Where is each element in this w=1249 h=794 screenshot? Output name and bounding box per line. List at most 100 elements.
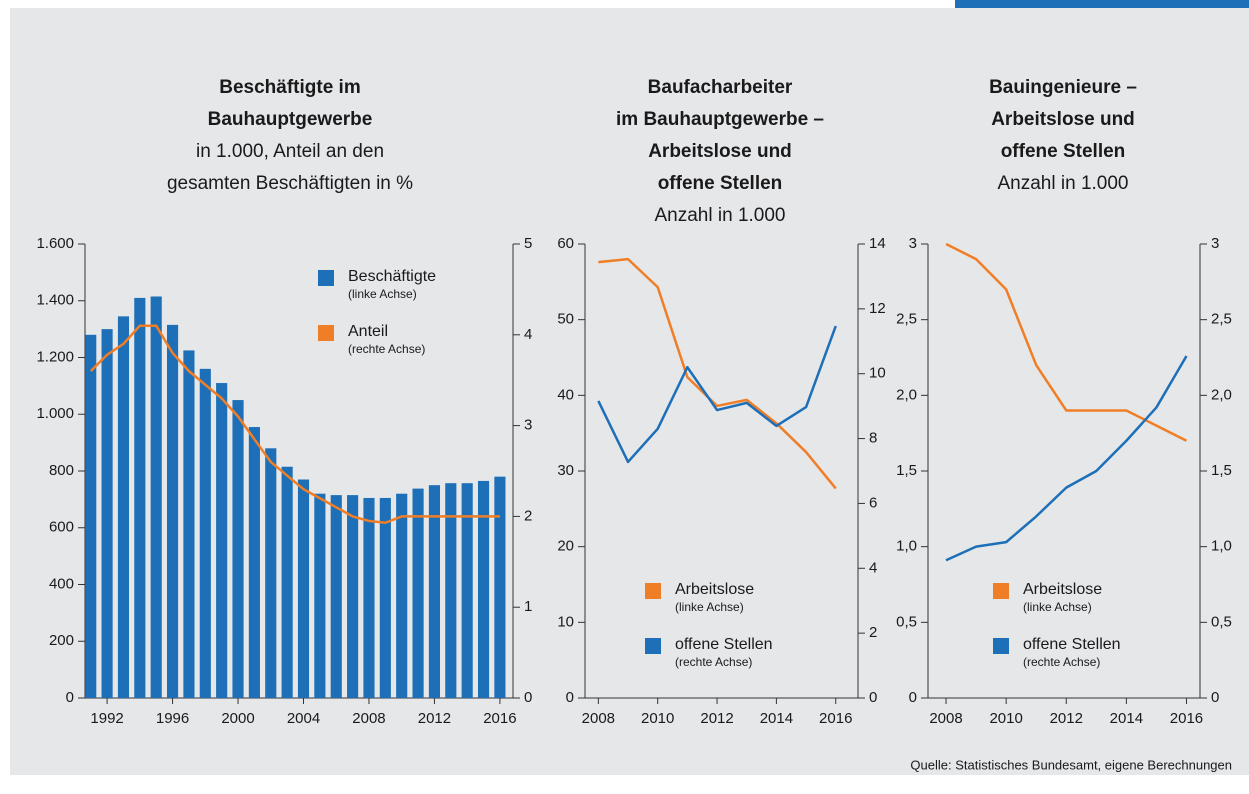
y-tick-label: 0 [566, 689, 574, 706]
y-tick-label: 1.000 [36, 405, 74, 422]
bar [281, 466, 293, 698]
chart-title: Beschäftigte im [219, 77, 360, 98]
y2-tick-label: 0 [869, 689, 877, 706]
x-tick-label: 2010 [641, 710, 674, 727]
bar [314, 493, 326, 698]
legend-note: (rechte Achse) [675, 655, 752, 669]
bar [101, 329, 113, 698]
bar [428, 485, 441, 698]
bar [150, 296, 162, 698]
bar [117, 316, 130, 698]
legend-note: (linke Achse) [348, 287, 417, 301]
bar [412, 488, 424, 698]
y2-tick-label: 0 [524, 689, 532, 706]
y-tick-label: 50 [557, 311, 574, 328]
x-tick-label: 2004 [287, 710, 320, 727]
x-tick-label: 2008 [352, 710, 385, 727]
x-tick-label: 2008 [582, 710, 615, 727]
legend-swatch [993, 638, 1009, 654]
y2-tick-label: 8 [869, 430, 877, 447]
legend-swatch [993, 583, 1009, 599]
y-tick-label: 200 [49, 632, 74, 649]
y2-tick-label: 3 [1211, 235, 1219, 252]
x-tick-label: 2012 [700, 710, 733, 727]
y-tick-label: 800 [49, 462, 74, 479]
bar [216, 383, 228, 698]
y-tick-label: 30 [557, 462, 574, 479]
chart-title: im Bauhauptgewerbe – [616, 109, 824, 130]
y-tick-label: 1.200 [36, 348, 74, 365]
legend-label: Beschäftigte [348, 268, 436, 285]
x-tick-label: 2014 [760, 710, 793, 727]
bar [494, 476, 506, 698]
bar [232, 400, 244, 698]
chart-title: Baufacharbeiter [648, 77, 793, 98]
y-tick-label: 600 [49, 519, 74, 536]
y2-tick-label: 0 [1211, 689, 1219, 706]
chart-title: Arbeitslose und [991, 109, 1135, 130]
y2-tick-label: 4 [524, 326, 532, 343]
chart-subtitle: Anzahl in 1.000 [655, 205, 786, 226]
line [945, 355, 1188, 562]
bar [183, 350, 195, 698]
y2-tick-label: 6 [869, 494, 877, 511]
bar [265, 448, 277, 698]
chart-title: offene Stellen [1001, 141, 1126, 162]
bar [248, 427, 260, 698]
chart-subtitle: gesamten Beschäftigten in % [167, 173, 413, 194]
bar [347, 495, 359, 698]
bar [363, 497, 375, 698]
y2-tick-label: 1,5 [1211, 462, 1232, 479]
bar [445, 483, 457, 698]
y-tick-label: 3 [909, 235, 917, 252]
x-tick-label: 2012 [418, 710, 451, 727]
y-tick-label: 400 [49, 575, 74, 592]
x-tick-label: 2016 [819, 710, 852, 727]
y2-tick-label: 3 [524, 417, 532, 434]
y-tick-label: 10 [557, 613, 574, 630]
x-tick-label: 2016 [483, 710, 516, 727]
legend-note: (linke Achse) [1023, 600, 1092, 614]
bar [396, 493, 408, 698]
bar [199, 368, 211, 698]
legend-swatch [318, 325, 334, 341]
chart-title: Bauhauptgewerbe [208, 109, 373, 130]
chart-subtitle: in 1.000, Anteil an den [196, 141, 384, 162]
y-tick-label: 1.600 [36, 235, 74, 252]
y-tick-label: 60 [557, 235, 574, 252]
bar [477, 480, 490, 698]
y2-tick-label: 2,0 [1211, 386, 1232, 403]
x-tick-label: 2016 [1170, 710, 1203, 727]
y-tick-label: 0,5 [896, 613, 917, 630]
y2-tick-label: 1 [524, 598, 532, 615]
chart-title: Bauingenieure – [989, 77, 1137, 98]
legend-label: Anteil [348, 323, 388, 340]
chart-title: offene Stellen [658, 173, 783, 194]
chart-subtitle: Anzahl in 1.000 [998, 173, 1129, 194]
legend-note: (rechte Achse) [1023, 655, 1100, 669]
y2-tick-label: 0,5 [1211, 613, 1232, 630]
x-tick-label: 2000 [221, 710, 254, 727]
source: Quelle: Statistisches Bundesamt, eigene … [910, 757, 1232, 772]
legend-swatch [645, 638, 661, 654]
line [597, 325, 837, 464]
line [945, 242, 1188, 442]
bar [85, 334, 97, 698]
y2-tick-label: 2 [524, 507, 532, 524]
y-tick-label: 2,0 [896, 386, 917, 403]
bar [134, 297, 146, 698]
bar [379, 497, 391, 698]
y-tick-label: 40 [557, 386, 574, 403]
legend-label: offene Stellen [1023, 636, 1121, 653]
bar [297, 479, 310, 698]
legend-swatch [318, 270, 334, 286]
line [598, 257, 837, 490]
y-tick-label: 1.400 [36, 292, 74, 309]
x-tick-label: 1996 [156, 710, 189, 727]
y2-tick-label: 12 [869, 300, 886, 317]
y2-tick-label: 2,5 [1211, 311, 1232, 328]
y2-tick-label: 5 [524, 235, 532, 252]
legend-label: Arbeitslose [675, 581, 754, 598]
x-tick-label: 2014 [1110, 710, 1143, 727]
